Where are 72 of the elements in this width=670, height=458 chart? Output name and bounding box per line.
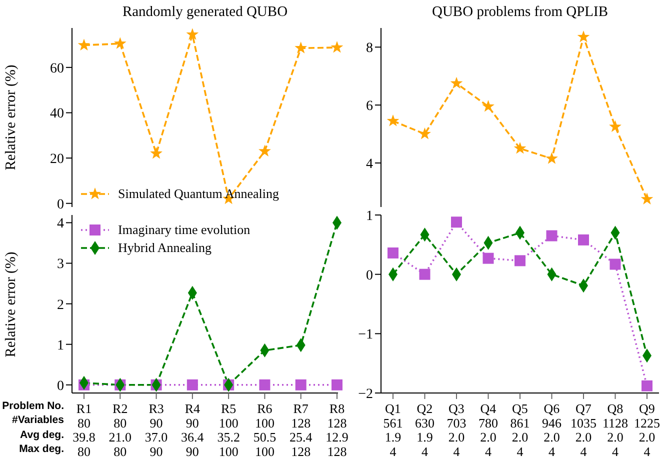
- y-tick-label: 0: [366, 268, 373, 284]
- x-tick-label: R2 80 21.0 80: [108, 401, 132, 458]
- x-tick-label: Q9 1225 2.0 4: [634, 401, 660, 458]
- y-tick-label: 0: [57, 197, 64, 212]
- x-tick-label: R6 100 50.5 100: [253, 401, 276, 458]
- x-tick-label: R8 128 12.9 128: [326, 401, 348, 458]
- point: [332, 379, 342, 390]
- point: [186, 379, 198, 390]
- point: [577, 30, 590, 42]
- point: [578, 234, 589, 246]
- y-tick-label: −2: [358, 386, 373, 402]
- point: [451, 216, 462, 228]
- legend-label: Imaginary time evolution: [118, 222, 250, 238]
- y-tick-label: 3: [57, 257, 64, 272]
- x-tick-label: Q7 1035 2.0 4: [570, 401, 596, 458]
- point: [388, 247, 398, 258]
- x-tick-label: R1 80 39.8 80: [72, 401, 96, 458]
- point: [258, 144, 271, 157]
- y-tick-label: 4: [366, 156, 373, 172]
- point: [514, 255, 526, 266]
- point: [610, 258, 621, 270]
- chart-title: Randomly generated QUBO: [121, 4, 289, 21]
- y-tick-label: 4: [57, 216, 64, 232]
- x-tick-label: R7 128 25.4 128: [289, 401, 313, 458]
- point: [642, 380, 652, 392]
- x-tick-label: Q5 861 2.0 4: [510, 401, 530, 458]
- x-tick-label: R3 90 37.0 90: [144, 401, 168, 458]
- x-tick-label: Q1 561 1.9 4: [383, 401, 403, 458]
- point: [259, 379, 270, 390]
- point: [419, 268, 430, 280]
- point: [330, 40, 344, 53]
- point: [609, 120, 622, 132]
- point: [482, 100, 494, 112]
- point: [295, 379, 306, 390]
- point: [114, 37, 126, 49]
- x-tick-label: R5 100 35.2 100: [217, 401, 240, 458]
- y-tick-label: 40: [50, 106, 64, 122]
- y-tick-label: 20: [50, 152, 64, 168]
- y-tick-label: 6: [366, 99, 373, 114]
- y-tick-label: −1: [358, 328, 373, 343]
- point: [150, 147, 162, 159]
- text: #Variables: [12, 413, 64, 428]
- y-tick-label: 8: [366, 41, 373, 56]
- y-tick-label: 2: [57, 298, 64, 313]
- point: [186, 28, 199, 40]
- point: [546, 230, 558, 242]
- x-tick-label: Q6 946 2.0 4: [542, 401, 562, 458]
- y-tick-label: 0: [57, 378, 64, 394]
- point: [514, 142, 526, 154]
- point: [546, 152, 558, 164]
- x-tick-label: R4 90 36.4 90: [181, 401, 204, 458]
- x-tick-label: Q2 630 1.9 4: [415, 401, 434, 458]
- point: [294, 42, 308, 54]
- x-tick-label: Q3 703 2.0 4: [446, 401, 466, 458]
- point: [640, 192, 654, 204]
- y-axis-title: Relative error (%): [4, 251, 20, 357]
- text: Avg deg.: [20, 428, 64, 442]
- x-tick-label: Q8 1128 2.0 4: [602, 401, 628, 458]
- text: Problem No.: [2, 399, 64, 413]
- point: [386, 114, 400, 126]
- point: [450, 76, 463, 89]
- point: [418, 128, 431, 140]
- y-tick-label: 1: [366, 208, 373, 224]
- y-tick-label: 1: [57, 338, 64, 354]
- legend-label: Hybrid Annealing: [118, 240, 212, 256]
- point: [78, 38, 90, 50]
- chart-title: QUBO problems from QPLIB: [430, 4, 609, 21]
- y-tick-label: 60: [50, 61, 64, 76]
- text: Max deg.: [19, 442, 64, 456]
- point: [482, 252, 494, 264]
- y-axis-title: Relative error (%): [4, 64, 20, 170]
- x-tick-label: Q4 780 2.0 4: [478, 401, 498, 458]
